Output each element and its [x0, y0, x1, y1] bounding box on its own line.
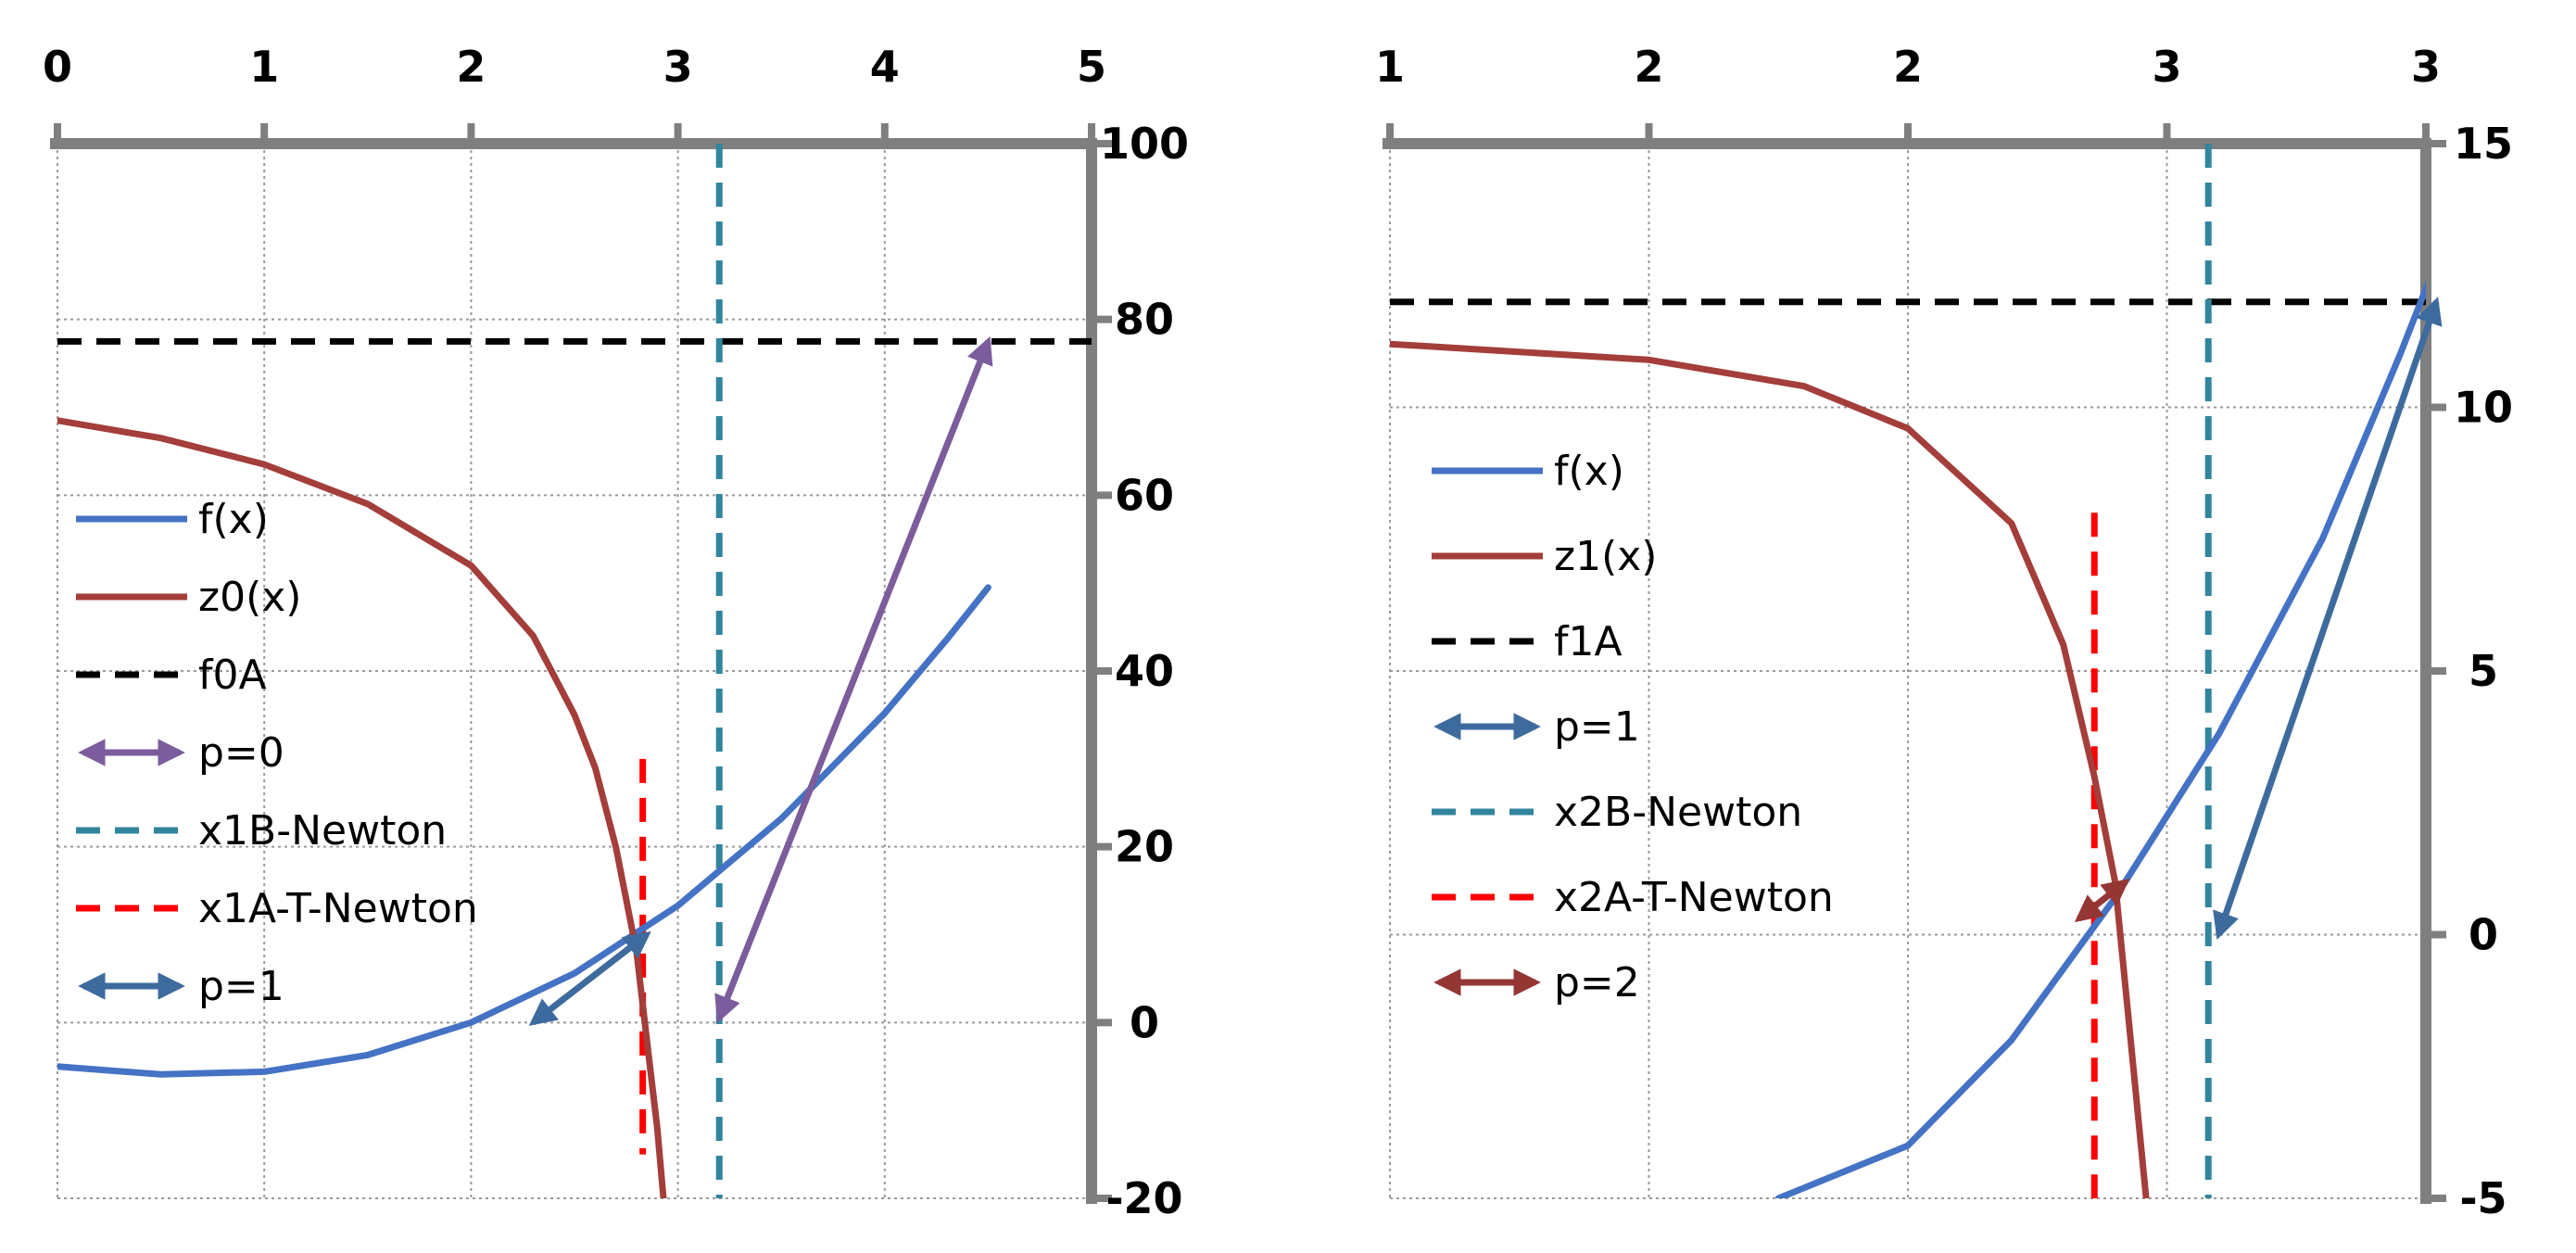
legend-item-p-1: p=1 — [78, 963, 284, 1010]
legend-label: f1A — [1554, 618, 1623, 665]
legend-label: p=0 — [198, 729, 284, 777]
x-tick-label: 1 — [1375, 42, 1405, 92]
left-chart-newton-p0-p1: 0 1 2 3 4 5 100 80 60 40 20 0 -20 f(x) z0(x) f0A p=0 x1B-… — [43, 42, 1189, 1223]
legend-label: x1B-Newton — [198, 807, 447, 854]
series-p-0-arrow — [714, 335, 993, 1024]
x-tick-label: 2 — [1634, 42, 1663, 92]
series-p-1-arrow — [528, 930, 651, 1026]
y-tick-label: 20 — [1115, 822, 1174, 872]
series-z1-x-curve — [1390, 340, 2150, 1198]
y-tick-label: 0 — [2469, 910, 2498, 960]
x-tick-label: 4 — [870, 42, 900, 92]
legend-label: x1A-T-Newton — [198, 885, 478, 932]
legend-item-f-x: f(x) — [76, 496, 269, 543]
x-tick-label: 3 — [663, 42, 693, 92]
series-p-1-arrow — [2213, 297, 2443, 941]
x-tick-label: 5 — [1077, 42, 1106, 92]
x-tick-label: 1 — [249, 42, 279, 92]
right-chart-newton-p1-p2: 1 2 2 3 3 15 10 5 0 -5 f(x) z1(x) f1A p=1 x2B-Newton x2… — [1375, 42, 2513, 1223]
legend: f(x) z0(x) f0A p=0 x1B-Newton x1A-T-Newton p=1 — [76, 496, 478, 1010]
y-tick-label: 10 — [2454, 383, 2513, 433]
legend-item-x1b-newton: x1B-Newton — [76, 807, 447, 854]
legend-item-p-1: p=1 — [1433, 703, 1640, 751]
y-tick-label: 60 — [1115, 470, 1174, 520]
legend-label: x2A-T-Newton — [1554, 874, 1834, 921]
legend: f(x) z1(x) f1A p=1 x2B-Newton x2A-T-Newton p=2 — [1432, 448, 1834, 1006]
series-f-x-curve — [57, 584, 991, 1078]
y-tick-label: 0 — [1130, 997, 1159, 1047]
y-tick-label: -20 — [1105, 1173, 1182, 1223]
legend-item-f1a: f1A — [1432, 618, 1623, 665]
x-tick-label: 2 — [1893, 42, 1923, 92]
legend-label: f(x) — [1554, 448, 1624, 495]
y-tick-label: 15 — [2454, 119, 2513, 169]
x-tick-label: 3 — [2152, 42, 2181, 92]
legend-label: f0A — [198, 652, 267, 699]
y-tick-label: -5 — [2459, 1173, 2507, 1223]
legend-label: p=2 — [1554, 959, 1640, 1006]
series-z0-x-curve — [57, 417, 667, 1198]
y-tick-label: 80 — [1115, 295, 1174, 345]
legend-item-f0a: f0A — [76, 652, 267, 699]
legend-item-x2a-t-newton: x2A-T-Newton — [1432, 874, 1834, 921]
series-p-2-arrow — [2074, 878, 2130, 923]
y-tick-label: 100 — [1100, 119, 1189, 169]
legend-item-x2b-newton: x2B-Newton — [1432, 789, 1802, 836]
legend-label: p=1 — [1554, 703, 1640, 751]
legend-item-f-x: f(x) — [1432, 448, 1624, 495]
legend-label: z0(x) — [198, 574, 301, 621]
y-tick-label: 40 — [1115, 646, 1174, 696]
legend-item-x1a-t-newton: x1A-T-Newton — [76, 885, 478, 932]
x-tick-label: 3 — [2411, 42, 2441, 92]
x-tick-label: 0 — [43, 42, 72, 92]
legend-item-z1-x: z1(x) — [1432, 533, 1657, 580]
legend-label: p=1 — [198, 963, 284, 1010]
legend-label: z1(x) — [1554, 533, 1657, 580]
legend-label: f(x) — [198, 496, 269, 543]
legend-item-p-0: p=0 — [78, 729, 284, 777]
legend-item-z0-x: z0(x) — [76, 574, 301, 621]
legend-item-p-2: p=2 — [1433, 959, 1640, 1006]
x-tick-label: 2 — [456, 42, 486, 92]
y-tick-label: 5 — [2469, 646, 2498, 696]
legend-label: x2B-Newton — [1554, 789, 1802, 836]
